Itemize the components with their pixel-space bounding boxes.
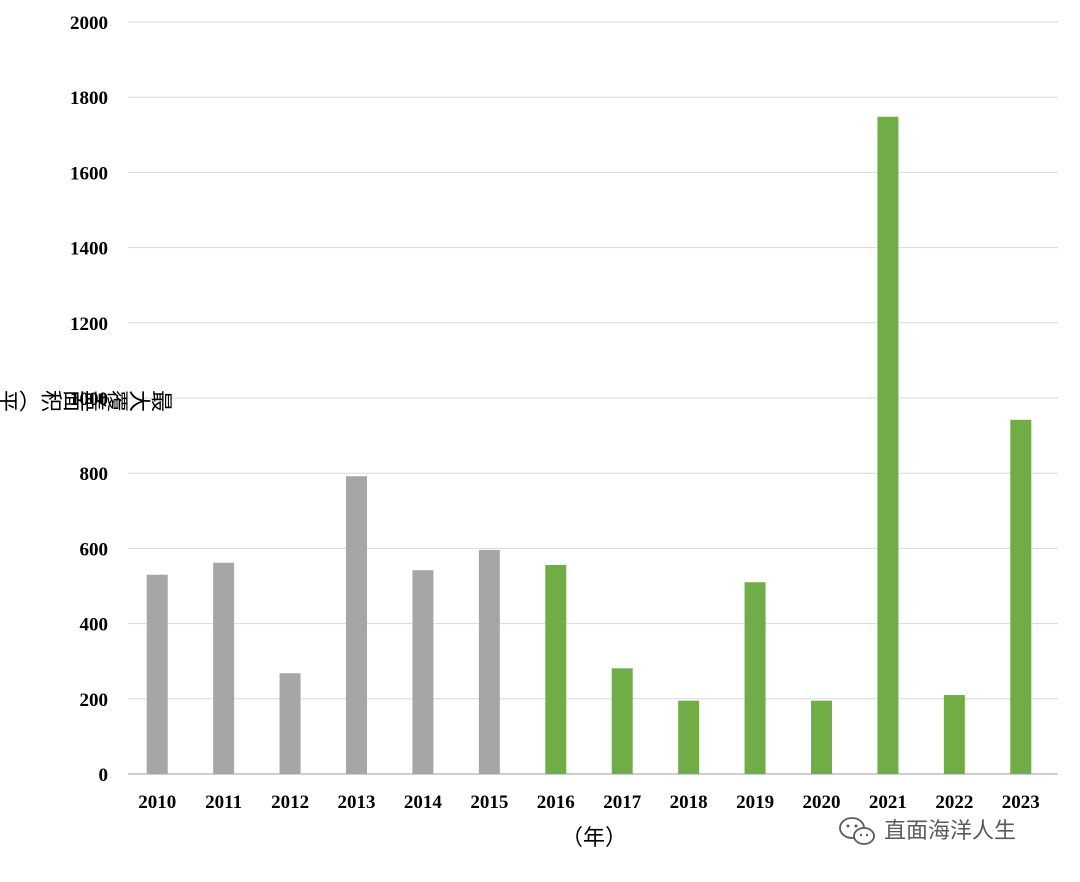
y-tick-label: 800 — [80, 464, 109, 485]
y-tick-label: 600 — [80, 539, 109, 560]
y-tick-label: 200 — [80, 690, 109, 711]
x-axis-ticks: 2010 2011 2012 2013 2014 2015 2016 2017 2018 2019… — [138, 792, 1040, 813]
x-tick-label: 2019 — [736, 792, 774, 813]
x-tick-label: 2018 — [670, 792, 708, 813]
bar-2011 — [213, 562, 235, 774]
y-tick-label: 400 — [80, 615, 109, 636]
x-tick-label: 2014 — [404, 792, 443, 813]
bar-2021 — [877, 116, 899, 774]
bar-2018 — [678, 700, 700, 774]
x-tick-label: 2020 — [803, 792, 841, 813]
y-tick-label: 1000 — [70, 389, 108, 410]
bars — [146, 116, 1032, 774]
watermark-text: 直面海洋人生 — [884, 819, 1016, 844]
y-tick-label: 0 — [99, 765, 109, 786]
x-tick-label: 2016 — [537, 792, 575, 813]
x-tick-label: 2011 — [205, 792, 242, 813]
x-tick-label: 2023 — [1002, 792, 1040, 813]
bar-2019 — [744, 582, 766, 774]
x-tick-label: 2015 — [470, 792, 508, 813]
bar-2020 — [811, 700, 832, 774]
x-tick-label: 2017 — [603, 792, 642, 813]
y-tick-label: 1200 — [70, 314, 108, 335]
bar-2023 — [1010, 419, 1032, 774]
x-tick-label: 2010 — [138, 792, 176, 813]
bar-2012 — [279, 673, 301, 774]
x-tick-label: 2022 — [935, 792, 973, 813]
gridlines — [128, 21, 1058, 775]
bar-2016 — [545, 564, 567, 774]
wechat-icon — [839, 817, 875, 845]
bar-2013 — [346, 476, 367, 774]
y-axis-ticks: 0 200 400 600 800 1000 1200 1400 1600 1800 2000 — [70, 13, 108, 786]
bar-2015 — [478, 549, 500, 774]
y-axis-label: 最大覆盖面积（平方公里） — [0, 386, 173, 412]
y-tick-label: 2000 — [70, 13, 108, 34]
x-tick-label: 2021 — [869, 792, 907, 813]
bar-2010 — [146, 574, 168, 774]
x-axis-label: （年） — [561, 826, 627, 851]
bar-2017 — [611, 668, 633, 774]
y-tick-label: 1800 — [70, 88, 108, 109]
bar-2022 — [943, 695, 965, 774]
y-tick-label: 1600 — [70, 163, 108, 184]
x-tick-label: 2012 — [271, 792, 309, 813]
x-tick-label: 2013 — [338, 792, 376, 813]
bar-2014 — [412, 570, 434, 774]
watermark: 直面海洋人生 — [839, 817, 1016, 845]
y-tick-label: 1400 — [70, 239, 108, 260]
